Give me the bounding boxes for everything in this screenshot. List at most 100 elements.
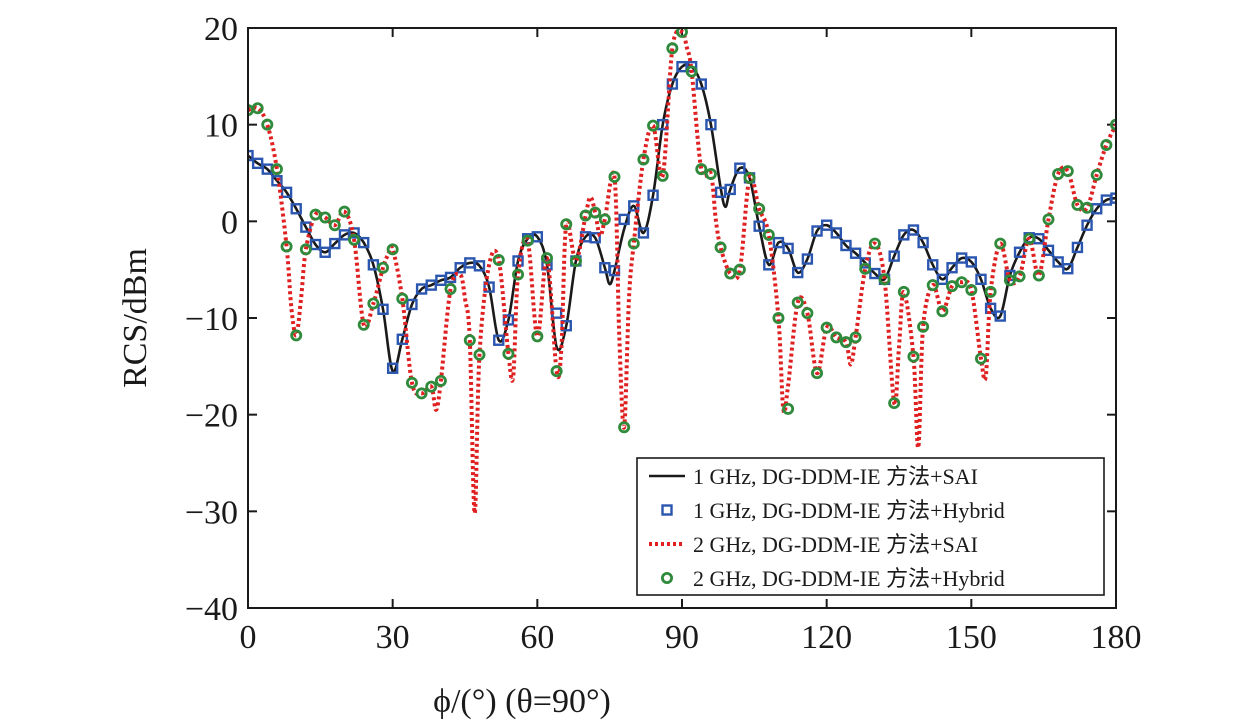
square-marker [319,246,331,258]
circle-marker [540,252,553,265]
square-marker [994,310,1006,322]
circle-marker [1032,269,1045,282]
square-marker [888,250,900,262]
square-marker [502,314,515,326]
circle-marker [849,331,862,344]
circle-marker [743,171,756,184]
circle-marker [888,397,901,410]
square-marker [907,224,920,236]
circle-marker [926,279,939,292]
square-marker [329,237,341,250]
circle-marker [772,311,785,324]
series-3 [248,28,1116,516]
circle-marker [560,218,573,231]
circle-marker [569,254,582,267]
circle-marker [830,331,843,344]
square-marker [483,281,495,293]
legend-label: 2 GHz, DG-DDM-IE 方法+SAI [693,532,978,557]
circle-marker [405,376,418,389]
series-2 [248,60,1116,374]
x-tick-label: 120 [801,619,852,656]
square-marker [608,264,621,277]
square-marker [753,220,765,232]
circle-marker [974,352,987,365]
circle-marker [859,262,872,275]
y-tick-label: 20 [204,11,238,48]
square-marker [820,219,833,231]
legend-swatch-circle [661,572,674,585]
series-4 [248,28,1116,434]
circle-marker [801,307,814,320]
square-marker [1052,256,1064,268]
square-marker [801,253,814,265]
square-marker [348,227,360,239]
circle-marker [762,228,775,241]
circle-marker [386,243,399,256]
circle-marker [666,42,679,55]
square-marker [869,267,881,280]
circle-marker [1042,213,1055,226]
circle-marker [955,276,968,289]
square-marker [628,200,640,212]
circle-marker [647,119,660,132]
legend-label: 1 GHz, DG-DDM-IE 方法+Hybrid [693,498,1005,523]
circle-marker [868,237,881,250]
circle-marker [936,305,949,318]
square-marker [917,236,929,249]
square-marker [705,118,717,131]
circle-marker [984,285,997,298]
circle-marker [589,206,602,219]
circle-marker [946,280,959,293]
y-tick-label: 0 [221,204,238,241]
circle-marker [319,211,332,224]
circle-marker [463,334,476,347]
series-line-solid [248,63,1116,373]
circle-marker [338,205,351,218]
circle-marker [1023,232,1036,245]
circle-marker [280,240,293,253]
circle-marker [1052,167,1065,180]
circle-marker [618,421,631,434]
circle-marker [270,163,283,176]
legend-box [636,457,1105,596]
circle-marker [753,202,766,215]
circle-marker [1100,138,1113,151]
x-tick-label: 60 [520,619,554,656]
circle-marker [878,273,891,286]
legend-label: 1 GHz, DG-DDM-IE 方法+SAI [693,464,978,489]
x-tick-label: 90 [665,619,699,656]
circle-marker [782,402,795,415]
square-marker [1042,244,1055,257]
circle-marker [598,213,611,226]
circle-marker [1081,201,1094,214]
square-marker [936,273,949,286]
circle-marker [328,219,341,232]
circle-marker [685,65,698,78]
legend-swatch-square [661,504,673,516]
circle-marker [492,253,505,266]
legend-item-3: 2 GHz, DG-DDM-IE 方法+SAI [649,532,978,557]
square-marker [406,298,418,311]
square-marker [975,273,987,286]
legend-item-1: 1 GHz, DG-DDM-IE 方法+SAI [649,464,978,489]
square-marker [946,262,958,274]
x-axis-title: ϕ/(°) (θ=90°) [433,683,611,720]
circle-marker [1090,168,1103,181]
x-tick-label: 180 [1091,619,1142,656]
y-tick-label: −30 [185,494,238,531]
series-line-dotted [248,28,1116,516]
circle-marker [377,261,390,274]
square-marker [271,175,283,187]
square-marker [792,266,804,279]
circle-marker [444,282,457,295]
square-marker [248,149,254,162]
y-tick-label: 10 [204,108,238,145]
circle-marker [348,233,361,246]
x-tick-label: 150 [946,619,997,656]
square-marker [1081,219,1093,231]
circle-marker [1003,274,1016,287]
circle-marker [290,329,303,342]
x-tick-label: 0 [240,619,257,656]
square-marker [965,256,978,268]
